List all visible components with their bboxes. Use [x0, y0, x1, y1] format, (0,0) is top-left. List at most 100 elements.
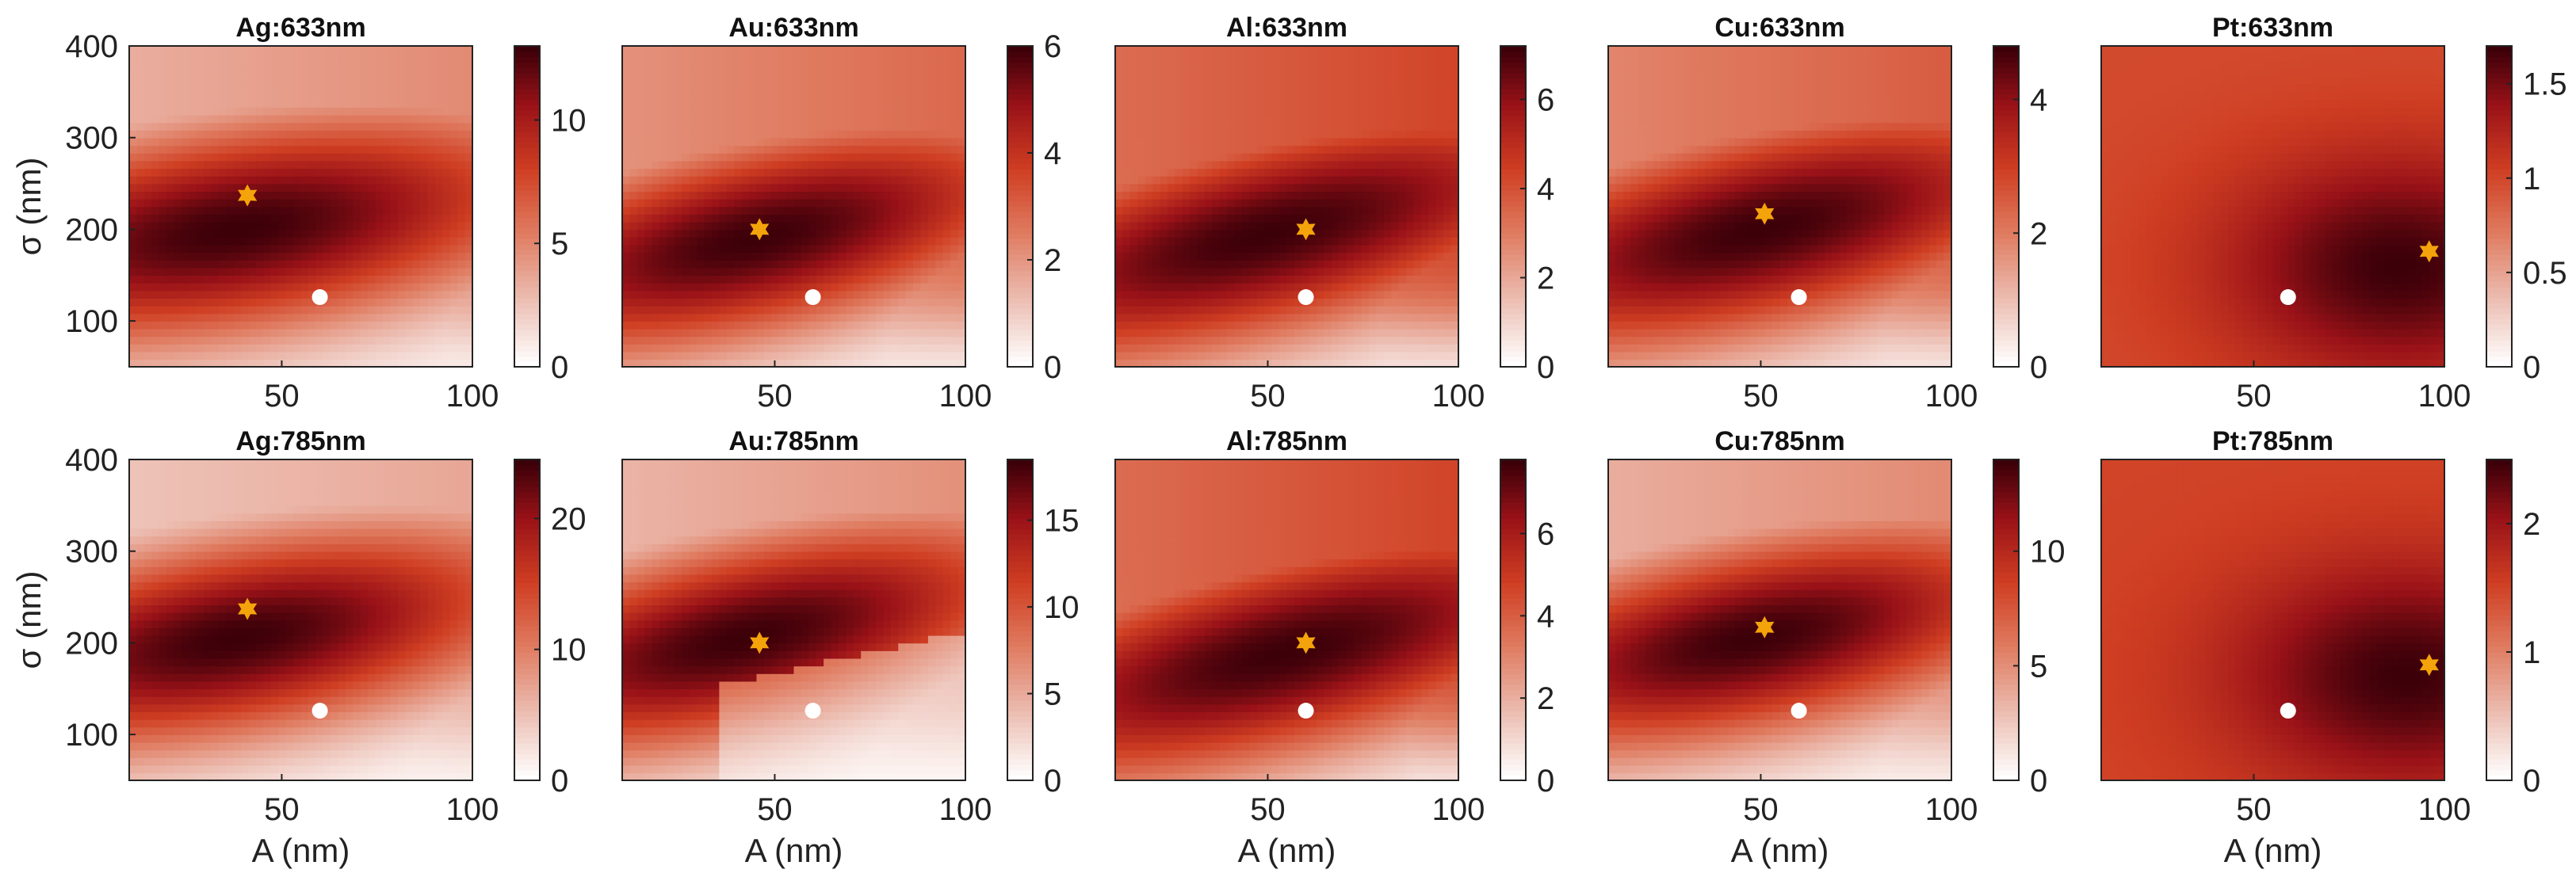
- heatmap-cell: [1242, 191, 1251, 200]
- heatmap-cell: [136, 198, 145, 208]
- heatmap-cell: [278, 122, 287, 131]
- heatmap-cell: [405, 328, 414, 337]
- heatmap-cell: [1115, 61, 1124, 70]
- colorbar-tick-label: 6: [1044, 29, 1061, 64]
- heatmap-cell: [927, 183, 937, 193]
- heatmap-cell: [935, 153, 944, 162]
- heatmap-cell: [211, 260, 220, 269]
- heatmap-cell: [270, 336, 280, 345]
- heatmap-cell: [734, 191, 743, 200]
- heatmap-cell: [434, 183, 444, 193]
- heatmap-cell: [793, 160, 802, 170]
- heatmap-cell: [300, 328, 309, 337]
- heatmap-cell: [323, 153, 331, 162]
- heatmap-cell: [1279, 359, 1288, 368]
- heatmap-cell: [233, 229, 242, 238]
- heatmap-cell: [211, 275, 220, 284]
- heatmap-cell: [682, 229, 690, 238]
- heatmap-cell: [793, 313, 802, 322]
- heatmap-cell: [942, 91, 951, 101]
- heatmap-cell: [734, 298, 743, 307]
- heatmap-cell: [704, 321, 713, 330]
- heatmap-cell: [1204, 76, 1213, 86]
- heatmap-cell: [927, 107, 937, 116]
- heatmap-cell: [734, 84, 743, 93]
- heatmap-cell: [1264, 328, 1273, 337]
- heatmap-cell: [652, 91, 660, 101]
- heatmap-cell: [1145, 275, 1153, 284]
- heatmap-cell: [831, 84, 839, 93]
- heatmap-cell: [719, 290, 728, 299]
- heatmap-cell: [771, 282, 780, 292]
- heatmap-cell: [726, 305, 735, 315]
- heatmap-cell: [375, 91, 384, 101]
- heatmap-cell: [950, 290, 959, 299]
- heatmap-cell: [1122, 290, 1131, 299]
- heatmap-cell: [375, 68, 384, 78]
- heatmap-cell: [786, 145, 795, 154]
- heatmap-cell: [935, 328, 944, 337]
- heatmap-cell: [464, 260, 473, 269]
- heatmap-cell: [323, 76, 331, 86]
- heatmap-cell: [323, 91, 331, 101]
- heatmap-cell: [935, 244, 944, 254]
- heatmap-cell: [405, 244, 414, 254]
- heatmap-cell: [868, 260, 877, 269]
- heatmap-cell: [1271, 53, 1280, 63]
- heatmap-cell: [749, 336, 758, 345]
- heatmap-cell: [689, 237, 698, 246]
- heatmap-cell: [360, 183, 369, 193]
- heatmap-cell: [652, 260, 660, 269]
- heatmap-cell: [1204, 91, 1213, 101]
- heatmap-cell: [1204, 221, 1213, 231]
- heatmap-cell: [1227, 130, 1236, 139]
- heatmap-cell: [816, 252, 824, 261]
- heatmap-cell: [697, 260, 705, 269]
- heatmap-cell: [846, 336, 854, 345]
- heatmap-cell: [1204, 53, 1213, 63]
- heatmap-cell: [697, 107, 705, 116]
- heatmap-cell: [1212, 260, 1221, 269]
- heatmap-cell: [711, 282, 720, 292]
- heatmap-cell: [846, 160, 854, 170]
- heatmap-cell: [1264, 114, 1273, 124]
- heatmap-cell: [166, 214, 175, 223]
- heatmap-cell: [1279, 328, 1288, 337]
- heatmap-cell: [1152, 221, 1161, 231]
- heatmap-cell: [211, 99, 220, 108]
- heatmap-cell: [442, 305, 451, 315]
- heatmap-cell: [898, 336, 907, 345]
- heatmap-cell: [442, 298, 451, 307]
- heatmap-cell: [233, 153, 242, 162]
- heatmap-cell: [697, 175, 705, 185]
- heatmap-cell: [1137, 137, 1146, 147]
- heatmap-cell: [898, 305, 907, 315]
- heatmap-cell: [338, 130, 346, 139]
- heatmap-cell: [263, 214, 272, 223]
- heatmap-cell: [689, 107, 698, 116]
- heatmap-cell: [876, 237, 885, 246]
- heatmap-cell: [1256, 198, 1266, 208]
- heatmap-cell: [1271, 290, 1280, 299]
- heatmap-cell: [278, 313, 287, 322]
- colorbar-swatch: [1007, 120, 1033, 128]
- heatmap-cell: [211, 46, 220, 55]
- heatmap-cell: [151, 183, 160, 193]
- heatmap-cell: [801, 153, 810, 162]
- heatmap-cell: [226, 260, 235, 269]
- colorbar-tick-label: 4: [1044, 136, 1061, 171]
- heatmap-cell: [704, 53, 713, 63]
- heatmap-cell: [278, 275, 287, 284]
- heatmap-cell: [360, 99, 369, 108]
- heatmap-cell: [383, 336, 392, 345]
- heatmap-cell: [1234, 244, 1243, 254]
- heatmap-cell: [682, 267, 690, 276]
- heatmap-cell: [786, 153, 795, 162]
- heatmap-cell: [278, 328, 287, 337]
- heatmap-cell: [204, 68, 212, 78]
- heatmap-cell: [913, 282, 922, 292]
- heatmap-cell: [824, 321, 832, 330]
- heatmap-cell: [449, 160, 458, 170]
- heatmap-cell: [778, 130, 787, 139]
- heatmap-cell: [659, 68, 668, 78]
